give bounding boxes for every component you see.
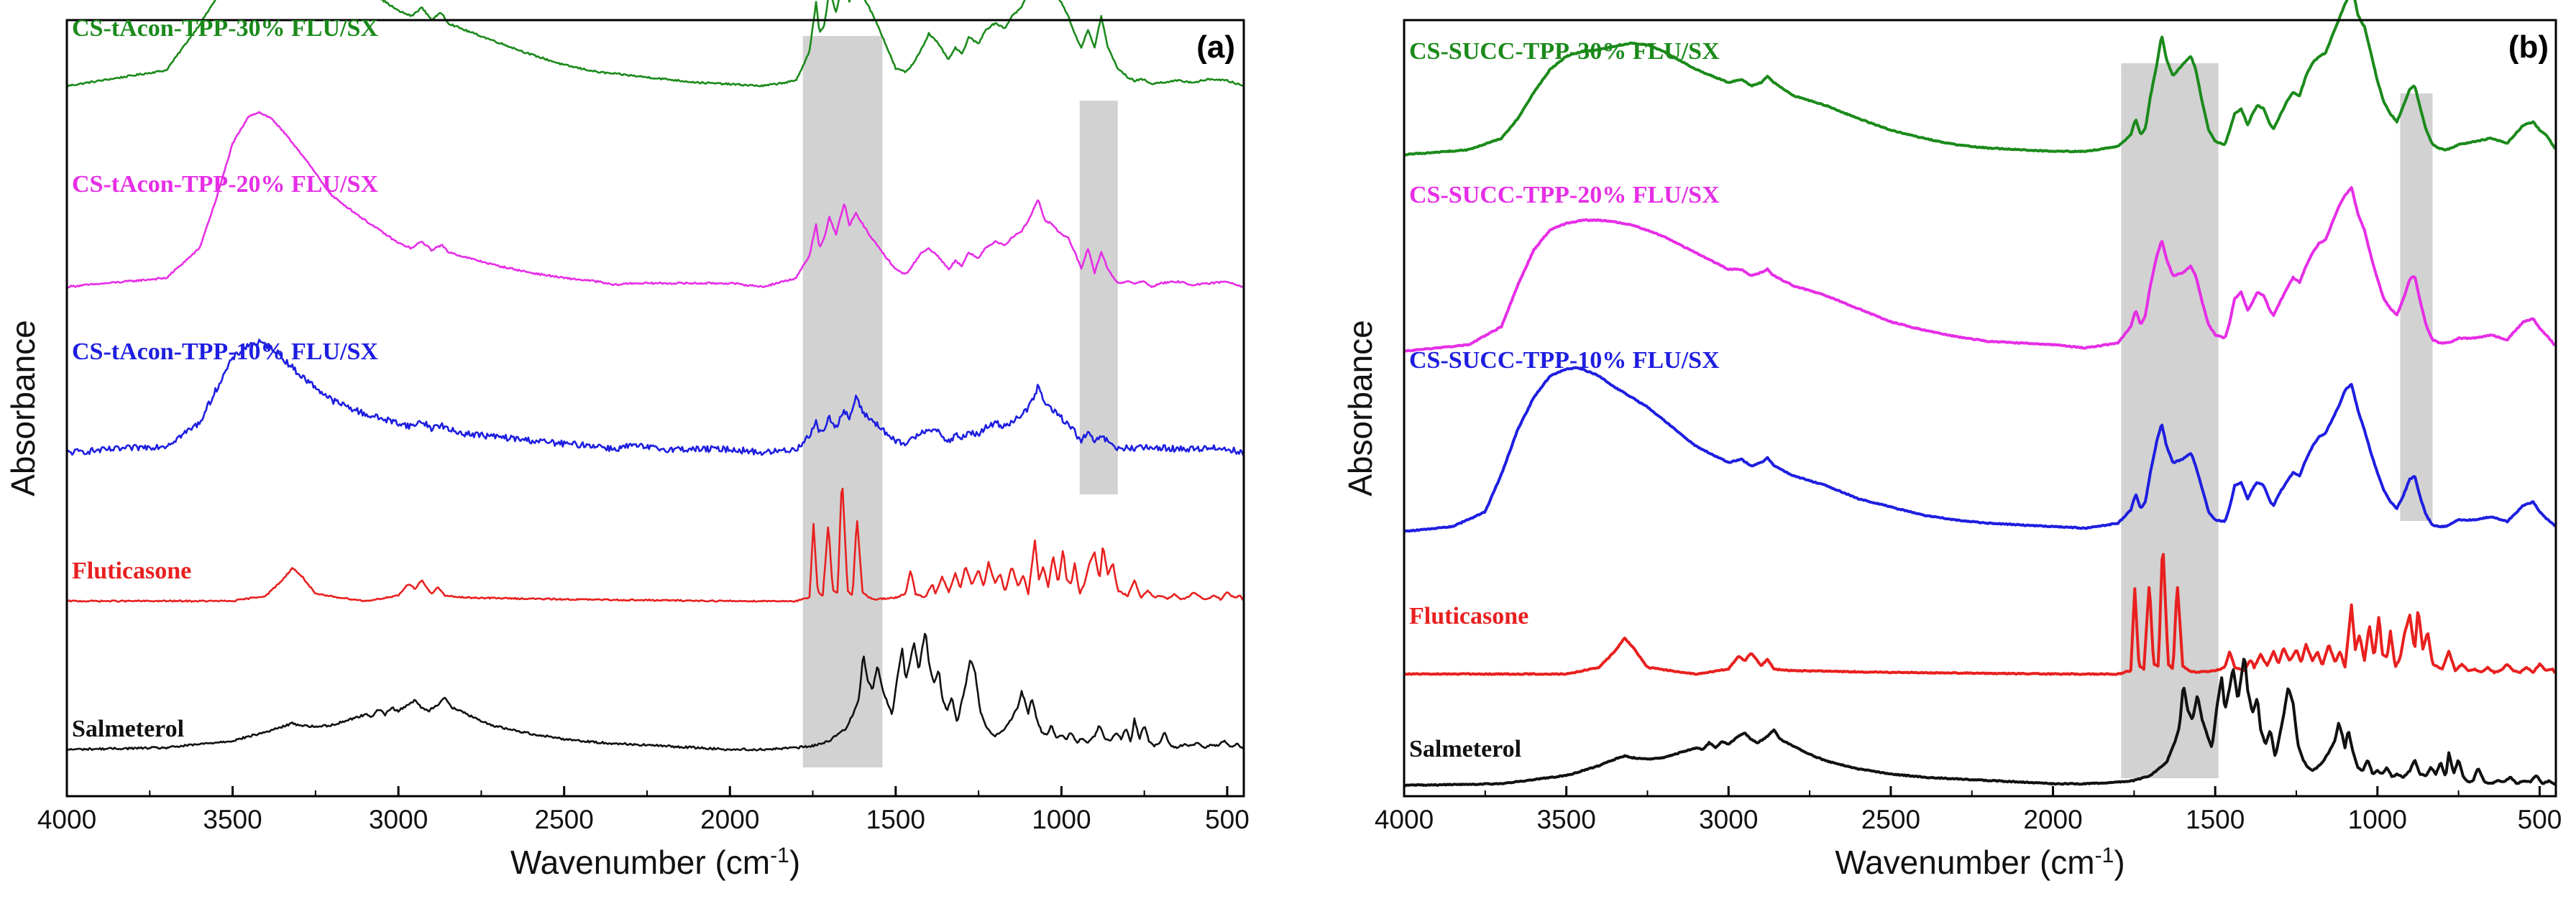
x-axis-b: 4000 3500 3000 2500 2000 1500 1000 500: [1375, 786, 2562, 834]
x-tick-label-7: 500: [1205, 805, 1250, 834]
x-tick-label-3: 2500: [1861, 805, 1920, 834]
spectrum-line-3: [1403, 366, 2557, 533]
spectrum-line-1: [66, 0, 1244, 88]
spectrum-line-5: [66, 632, 1244, 752]
x-tick-label-5: 1500: [2186, 805, 2245, 834]
x-tick-label-4: 2000: [700, 805, 759, 834]
highlight-band-2: [2400, 93, 2433, 521]
x-tick-label-6: 1000: [2348, 805, 2407, 834]
x-tick-label-0: 4000: [1375, 805, 1434, 834]
x-tick-label-0: 4000: [37, 805, 96, 834]
highlight-bands-b: [2121, 63, 2433, 778]
highlight-band-1: [802, 36, 883, 767]
x-tick-label-6: 1000: [1032, 805, 1091, 834]
spectra-b: [1403, 0, 2557, 788]
y-axis-title-a: Absorbance: [4, 320, 42, 497]
series-label-3: CS-tAcon-TPP-10% FLU/SX: [72, 338, 378, 365]
highlight-band-2: [1079, 101, 1118, 494]
x-tick-label-5: 1500: [866, 805, 925, 834]
series-label-3: CS-SUCC-TPP-10% FLU/SX: [1409, 347, 1720, 374]
highlight-bands-a: [802, 36, 1118, 767]
series-label-5: Salmeterol: [1409, 736, 1521, 762]
spectrum-line-3: [66, 338, 1245, 456]
series-label-4: Fluticasone: [72, 558, 191, 584]
x-tick-label-2: 3000: [369, 805, 428, 834]
x-tick-label-2: 3000: [1699, 805, 1758, 834]
spectrum-line-4: [1403, 553, 2557, 676]
panel-tag-b: (b): [2508, 29, 2549, 65]
panel-b: 4000 3500 3000 2500 2000 1500 1000 500 CS-SUCC-…: [1342, 0, 2562, 881]
series-label-5: Salmeterol: [72, 716, 184, 742]
x-tick-label-4: 2000: [2023, 805, 2082, 834]
x-tick-label-3: 2500: [535, 805, 594, 834]
x-tick-label-1: 3500: [203, 805, 262, 834]
x-axis-title-b: Wavenumber (cm-1): [1835, 844, 2124, 882]
spectrum-line-4: [66, 487, 1245, 603]
spectrum-line-2: [1403, 186, 2557, 354]
series-labels-b: CS-SUCC-TPP-30% FLU/SX CS-SUCC-TPP-20% FL…: [1409, 38, 1720, 762]
series-label-1: CS-SUCC-TPP-30% FLU/SX: [1409, 38, 1720, 65]
spectrum-line-2: [66, 111, 1244, 289]
spectra-a: [66, 0, 1245, 752]
series-label-1: CS-tAcon-TPP-30% FLU/SX: [72, 15, 378, 42]
x-tick-label-1: 3500: [1536, 805, 1595, 834]
panel-a: 4000 3500 3000 2500 2000 1500 1000 500 CS-tAcon…: [4, 0, 1250, 881]
panel-tag-a: (a): [1196, 29, 1235, 65]
series-label-4: Fluticasone: [1409, 603, 1528, 629]
spectrum-line-1: [1403, 0, 2557, 157]
y-axis-title-b: Absorbance: [1342, 320, 1379, 497]
x-tick-label-7: 500: [2518, 805, 2562, 834]
plot-frame-a: [65, 19, 1245, 798]
series-label-2: CS-tAcon-TPP-20% FLU/SX: [72, 171, 378, 198]
x-axis-a: 4000 3500 3000 2500 2000 1500 1000 500: [37, 786, 1250, 834]
series-label-2: CS-SUCC-TPP-20% FLU/SX: [1409, 182, 1720, 208]
plot-frame-b: [1403, 19, 2557, 798]
series-labels-a: CS-tAcon-TPP-30% FLU/SX CS-tAcon-TPP-20% …: [72, 15, 378, 742]
spectrum-line-5: [1403, 657, 2557, 788]
x-axis-title-a: Wavenumber (cm-1): [510, 844, 800, 882]
